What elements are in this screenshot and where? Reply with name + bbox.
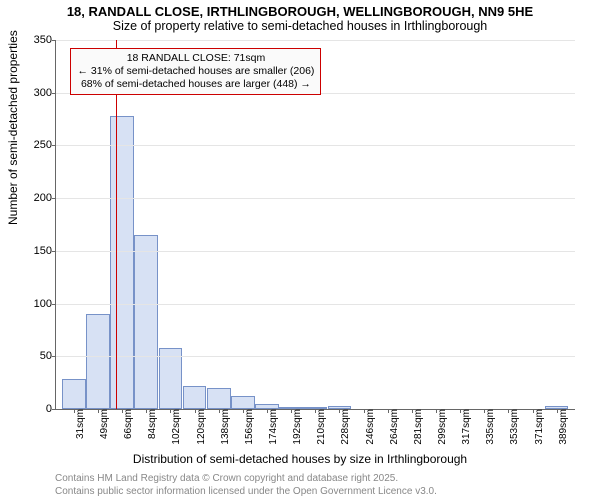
- y-tick-label: 350: [34, 34, 52, 46]
- x-tick-label: 84sqm: [147, 409, 158, 439]
- x-axis-label: Distribution of semi-detached houses by …: [0, 452, 600, 466]
- footer-attribution: Contains HM Land Registry data © Crown c…: [55, 473, 437, 498]
- x-tick-label: 281sqm: [413, 409, 424, 445]
- histogram-bar: [207, 388, 231, 409]
- annotation-box: 18 RANDALL CLOSE: 71sqm← 31% of semi-det…: [70, 48, 321, 95]
- histogram-bar: [134, 235, 158, 409]
- grid-line: [56, 251, 575, 252]
- x-tick-label: 389sqm: [558, 409, 569, 445]
- x-tick-label: 353sqm: [509, 409, 520, 445]
- grid-line: [56, 304, 575, 305]
- x-tick-label: 120sqm: [196, 409, 207, 445]
- x-tick-label: 371sqm: [534, 409, 545, 445]
- x-tick-label: 49sqm: [99, 409, 110, 439]
- chart-container: 18, RANDALL CLOSE, IRTHLINGBOROUGH, WELL…: [0, 0, 600, 500]
- x-tick-label: 138sqm: [220, 409, 231, 445]
- chart-plot-area: 05010015020025030035031sqm49sqm66sqm84sq…: [55, 40, 575, 410]
- y-tick-mark: [52, 304, 56, 305]
- footer-line: Contains HM Land Registry data © Crown c…: [55, 473, 437, 486]
- y-tick-label: 0: [46, 403, 52, 415]
- x-tick-label: 299sqm: [437, 409, 448, 445]
- x-tick-label: 156sqm: [244, 409, 255, 445]
- histogram-bar: [110, 116, 134, 409]
- x-tick-label: 335sqm: [485, 409, 496, 445]
- chart-title-sub: Size of property relative to semi-detach…: [0, 19, 600, 35]
- grid-line: [56, 145, 575, 146]
- x-tick-label: 192sqm: [292, 409, 303, 445]
- annotation-line: ← 31% of semi-detached houses are smalle…: [77, 65, 314, 78]
- y-tick-label: 50: [40, 350, 52, 362]
- grid-line: [56, 356, 575, 357]
- annotation-line: 68% of semi-detached houses are larger (…: [77, 78, 314, 91]
- y-tick-label: 150: [34, 245, 52, 257]
- y-tick-mark: [52, 251, 56, 252]
- y-tick-label: 300: [34, 87, 52, 99]
- y-tick-mark: [52, 145, 56, 146]
- x-tick-label: 66sqm: [123, 409, 134, 439]
- y-tick-label: 250: [34, 139, 52, 151]
- grid-line: [56, 40, 575, 41]
- y-tick-mark: [52, 40, 56, 41]
- x-tick-label: 210sqm: [316, 409, 327, 445]
- histogram-bar: [62, 379, 86, 409]
- grid-line: [56, 198, 575, 199]
- histogram-bar: [231, 396, 255, 409]
- y-axis-label: Number of semi-detached properties: [6, 30, 20, 225]
- y-tick-label: 200: [34, 192, 52, 204]
- x-tick-label: 228sqm: [340, 409, 351, 445]
- x-tick-label: 102sqm: [171, 409, 182, 445]
- y-tick-mark: [52, 356, 56, 357]
- y-tick-label: 100: [34, 298, 52, 310]
- footer-line: Contains public sector information licen…: [55, 486, 437, 499]
- x-tick-label: 31sqm: [75, 409, 86, 439]
- y-tick-mark: [52, 198, 56, 199]
- x-tick-label: 317sqm: [461, 409, 472, 445]
- chart-title-main: 18, RANDALL CLOSE, IRTHLINGBOROUGH, WELL…: [0, 0, 600, 19]
- x-tick-label: 246sqm: [365, 409, 376, 445]
- x-tick-label: 174sqm: [268, 409, 279, 445]
- histogram-bar: [86, 314, 110, 409]
- y-tick-mark: [52, 409, 56, 410]
- annotation-line: 18 RANDALL CLOSE: 71sqm: [77, 52, 314, 65]
- histogram-bar: [183, 386, 207, 409]
- x-tick-label: 264sqm: [389, 409, 400, 445]
- y-tick-mark: [52, 93, 56, 94]
